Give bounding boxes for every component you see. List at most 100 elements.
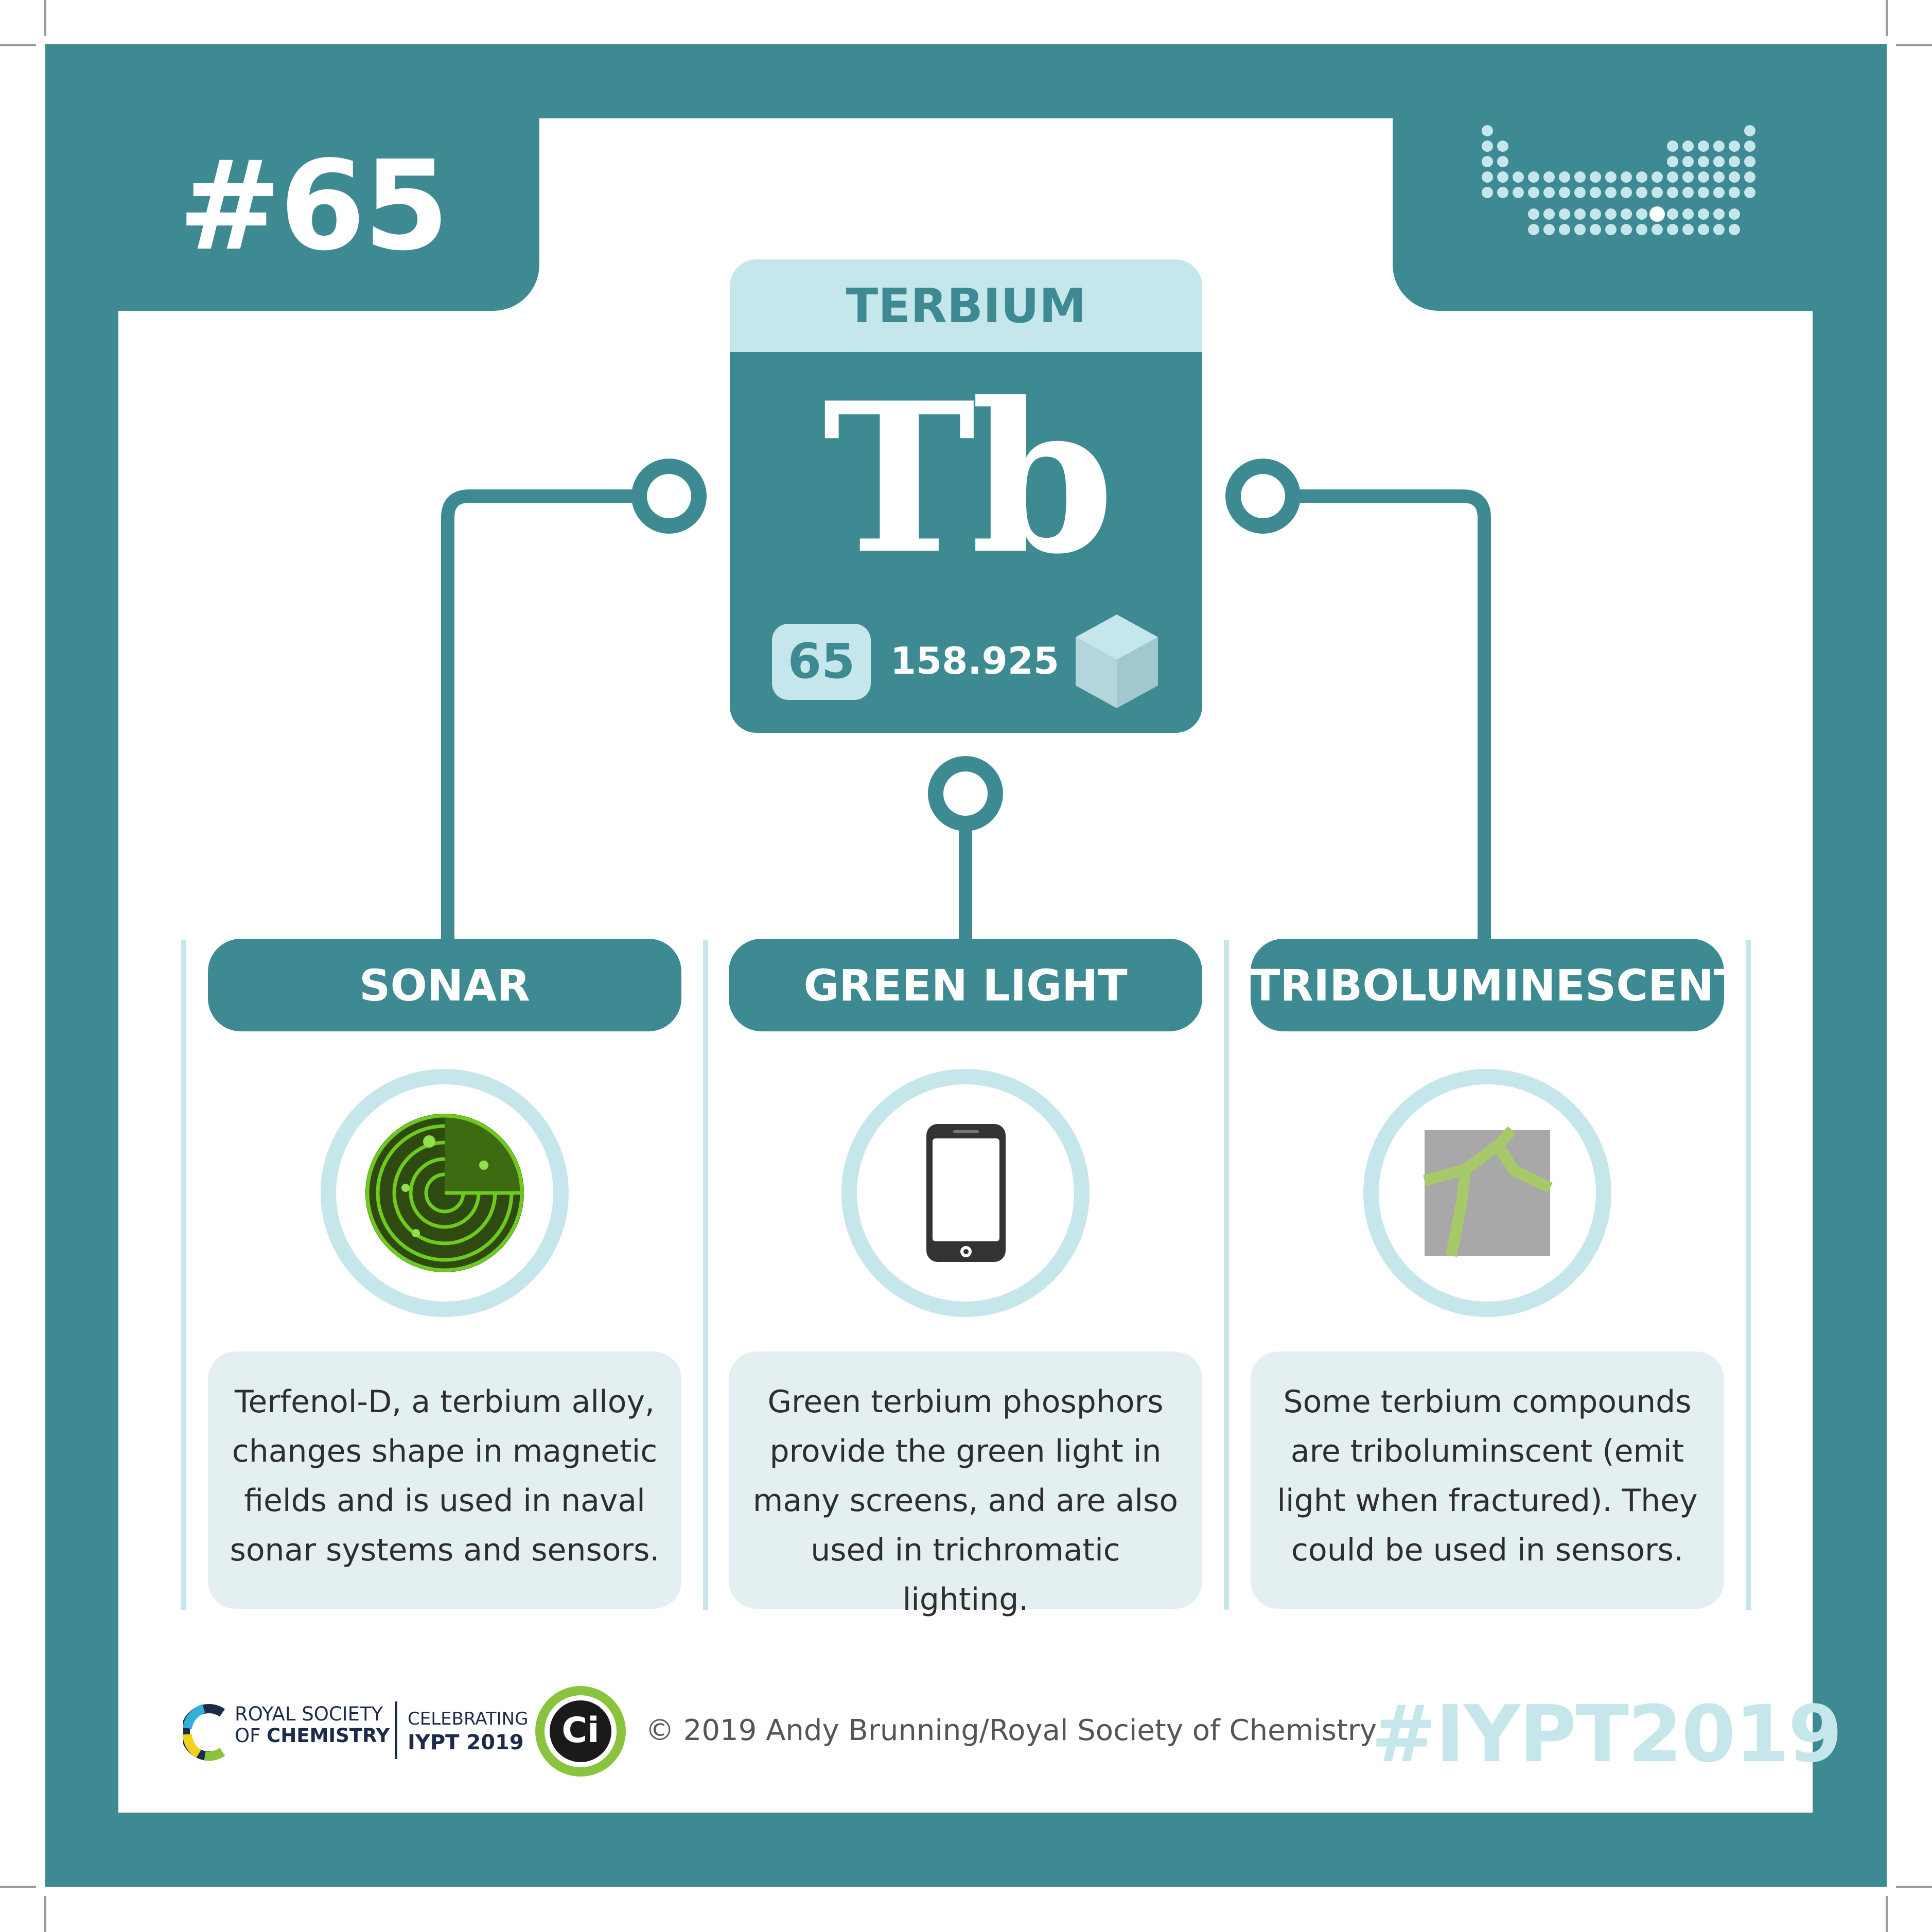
periodic-table-dot (1744, 125, 1755, 136)
column-divider (1224, 940, 1229, 1610)
periodic-table-dot (1482, 125, 1493, 136)
periodic-table-dot (1559, 208, 1570, 220)
element-symbol: Tb (822, 358, 1114, 600)
periodic-table-dot (1652, 187, 1663, 198)
periodic-table-dot (1590, 171, 1601, 183)
section-header-green-light (729, 939, 1202, 1031)
crop-mark (0, 1886, 36, 1888)
periodic-table-dot (1574, 171, 1586, 183)
section-header-sonar (208, 939, 681, 1031)
description-line: Some terbium compounds (1283, 1384, 1692, 1420)
crop-mark (1896, 1886, 1932, 1888)
ci-logo-text: Ci (561, 1710, 600, 1751)
ci-logo-core (550, 1700, 611, 1762)
periodic-table-dot (1682, 140, 1694, 152)
periodic-table-dot (1682, 224, 1694, 235)
periodic-table-dot (1649, 206, 1665, 222)
crop-mark (1886, 1896, 1888, 1932)
column-divider (703, 940, 708, 1610)
hashtag-text: #IYPT2019 (1371, 1689, 1842, 1780)
connector-node-left (631, 459, 707, 534)
periodic-table-dot (1528, 171, 1539, 183)
periodic-table-dot (1698, 140, 1709, 152)
description-line: many screens, and are also (752, 1483, 1179, 1519)
periodic-table-dot (1574, 224, 1586, 235)
periodic-table-dot (1729, 187, 1740, 198)
connector-left (441, 489, 649, 942)
periodic-table-dot (1744, 187, 1755, 198)
periodic-table-dot (1621, 187, 1632, 198)
rsc-line-1: ROYAL SOCIETY (235, 1703, 383, 1725)
periodic-table-dot (1605, 187, 1617, 198)
section-header-triboluminescent (1251, 939, 1724, 1031)
periodic-table-dot (1713, 224, 1725, 235)
periodic-table-tab (1393, 118, 1813, 311)
column-divider (1746, 940, 1751, 1610)
section-title-sonar: SONAR (359, 960, 530, 1011)
periodic-table-dot (1528, 224, 1539, 235)
rsc-line-2-bold: CHEMISTRY (267, 1725, 390, 1747)
periodic-table-dot (1513, 187, 1524, 198)
periodic-table-dot (1713, 208, 1725, 220)
periodic-table-dot (1667, 187, 1678, 198)
periodic-table-dot (1667, 208, 1678, 220)
atomic-mass: 158.925 (890, 639, 1059, 682)
footer-divider (395, 1701, 397, 1759)
periodic-table-dot (1667, 156, 1678, 167)
periodic-table-dot (1590, 208, 1601, 220)
periodic-table-dot (1698, 171, 1709, 183)
periodic-table-dot (1543, 171, 1555, 183)
periodic-table-dot (1482, 187, 1493, 198)
connector-right (1283, 489, 1491, 942)
smartphone-icon (841, 1069, 1090, 1317)
periodic-table-dot (1667, 224, 1678, 235)
periodic-table-dot (1605, 171, 1617, 183)
periodic-table-dot (1513, 171, 1524, 183)
description-line: fields and is used in naval (244, 1483, 645, 1519)
periodic-table-dot (1652, 224, 1663, 235)
atomic-number: 65 (787, 634, 855, 690)
periodic-table-dot (1543, 224, 1555, 235)
periodic-table-dot (1682, 208, 1694, 220)
iypt-label: IYPT 2019 (408, 1731, 524, 1754)
rsc-line-2-prefix: OF (235, 1725, 267, 1747)
description-line: sonar systems and sensors. (230, 1532, 660, 1568)
fractured-crystal-icon (1363, 1069, 1611, 1317)
description-line: light when fractured). They (1277, 1483, 1698, 1519)
periodic-table-dot (1729, 140, 1740, 152)
periodic-table-dot (1559, 187, 1570, 198)
periodic-table-dot (1744, 140, 1755, 152)
crop-mark (44, 1896, 46, 1932)
periodic-table-dot (1621, 224, 1632, 235)
periodic-table-dot (1713, 140, 1725, 152)
periodic-table-dot (1729, 156, 1740, 167)
periodic-table-dot (1497, 140, 1508, 152)
description-line: are triboluminscent (emit (1290, 1433, 1684, 1469)
element-tile-header (730, 259, 1202, 354)
periodic-table-dot (1559, 224, 1570, 235)
periodic-table-dot (1528, 187, 1539, 198)
description-line: changes shape in magnetic (232, 1433, 658, 1469)
periodic-table-dot (1543, 187, 1555, 198)
column-divider (181, 940, 186, 1610)
rsc-line-2: OF CHEMISTRY (235, 1725, 390, 1747)
periodic-table-icon (1482, 125, 1755, 235)
section-title-green-light: GREEN LIGHT (803, 960, 1128, 1011)
periodic-table-dot (1574, 187, 1586, 198)
copyright-text: © 2019 Andy Brunning/Royal Society of Ch… (645, 1714, 1377, 1747)
periodic-table-dot (1621, 208, 1632, 220)
periodic-table-dot (1713, 171, 1725, 183)
section-description-sonar (208, 1351, 681, 1609)
periodic-table-dot (1636, 224, 1647, 235)
periodic-table-dot (1636, 208, 1647, 220)
number-tab (118, 118, 539, 311)
periodic-table-dot (1744, 156, 1755, 167)
periodic-table-dot (1729, 224, 1740, 235)
periodic-table-dot (1543, 208, 1555, 220)
periodic-table-dot (1667, 171, 1678, 183)
element-name: TERBIUM (846, 278, 1086, 333)
periodic-table-dot (1482, 171, 1493, 183)
section-description-green-light (729, 1351, 1202, 1609)
description-line: Terfenol-D, a terbium alloy, (234, 1384, 655, 1420)
